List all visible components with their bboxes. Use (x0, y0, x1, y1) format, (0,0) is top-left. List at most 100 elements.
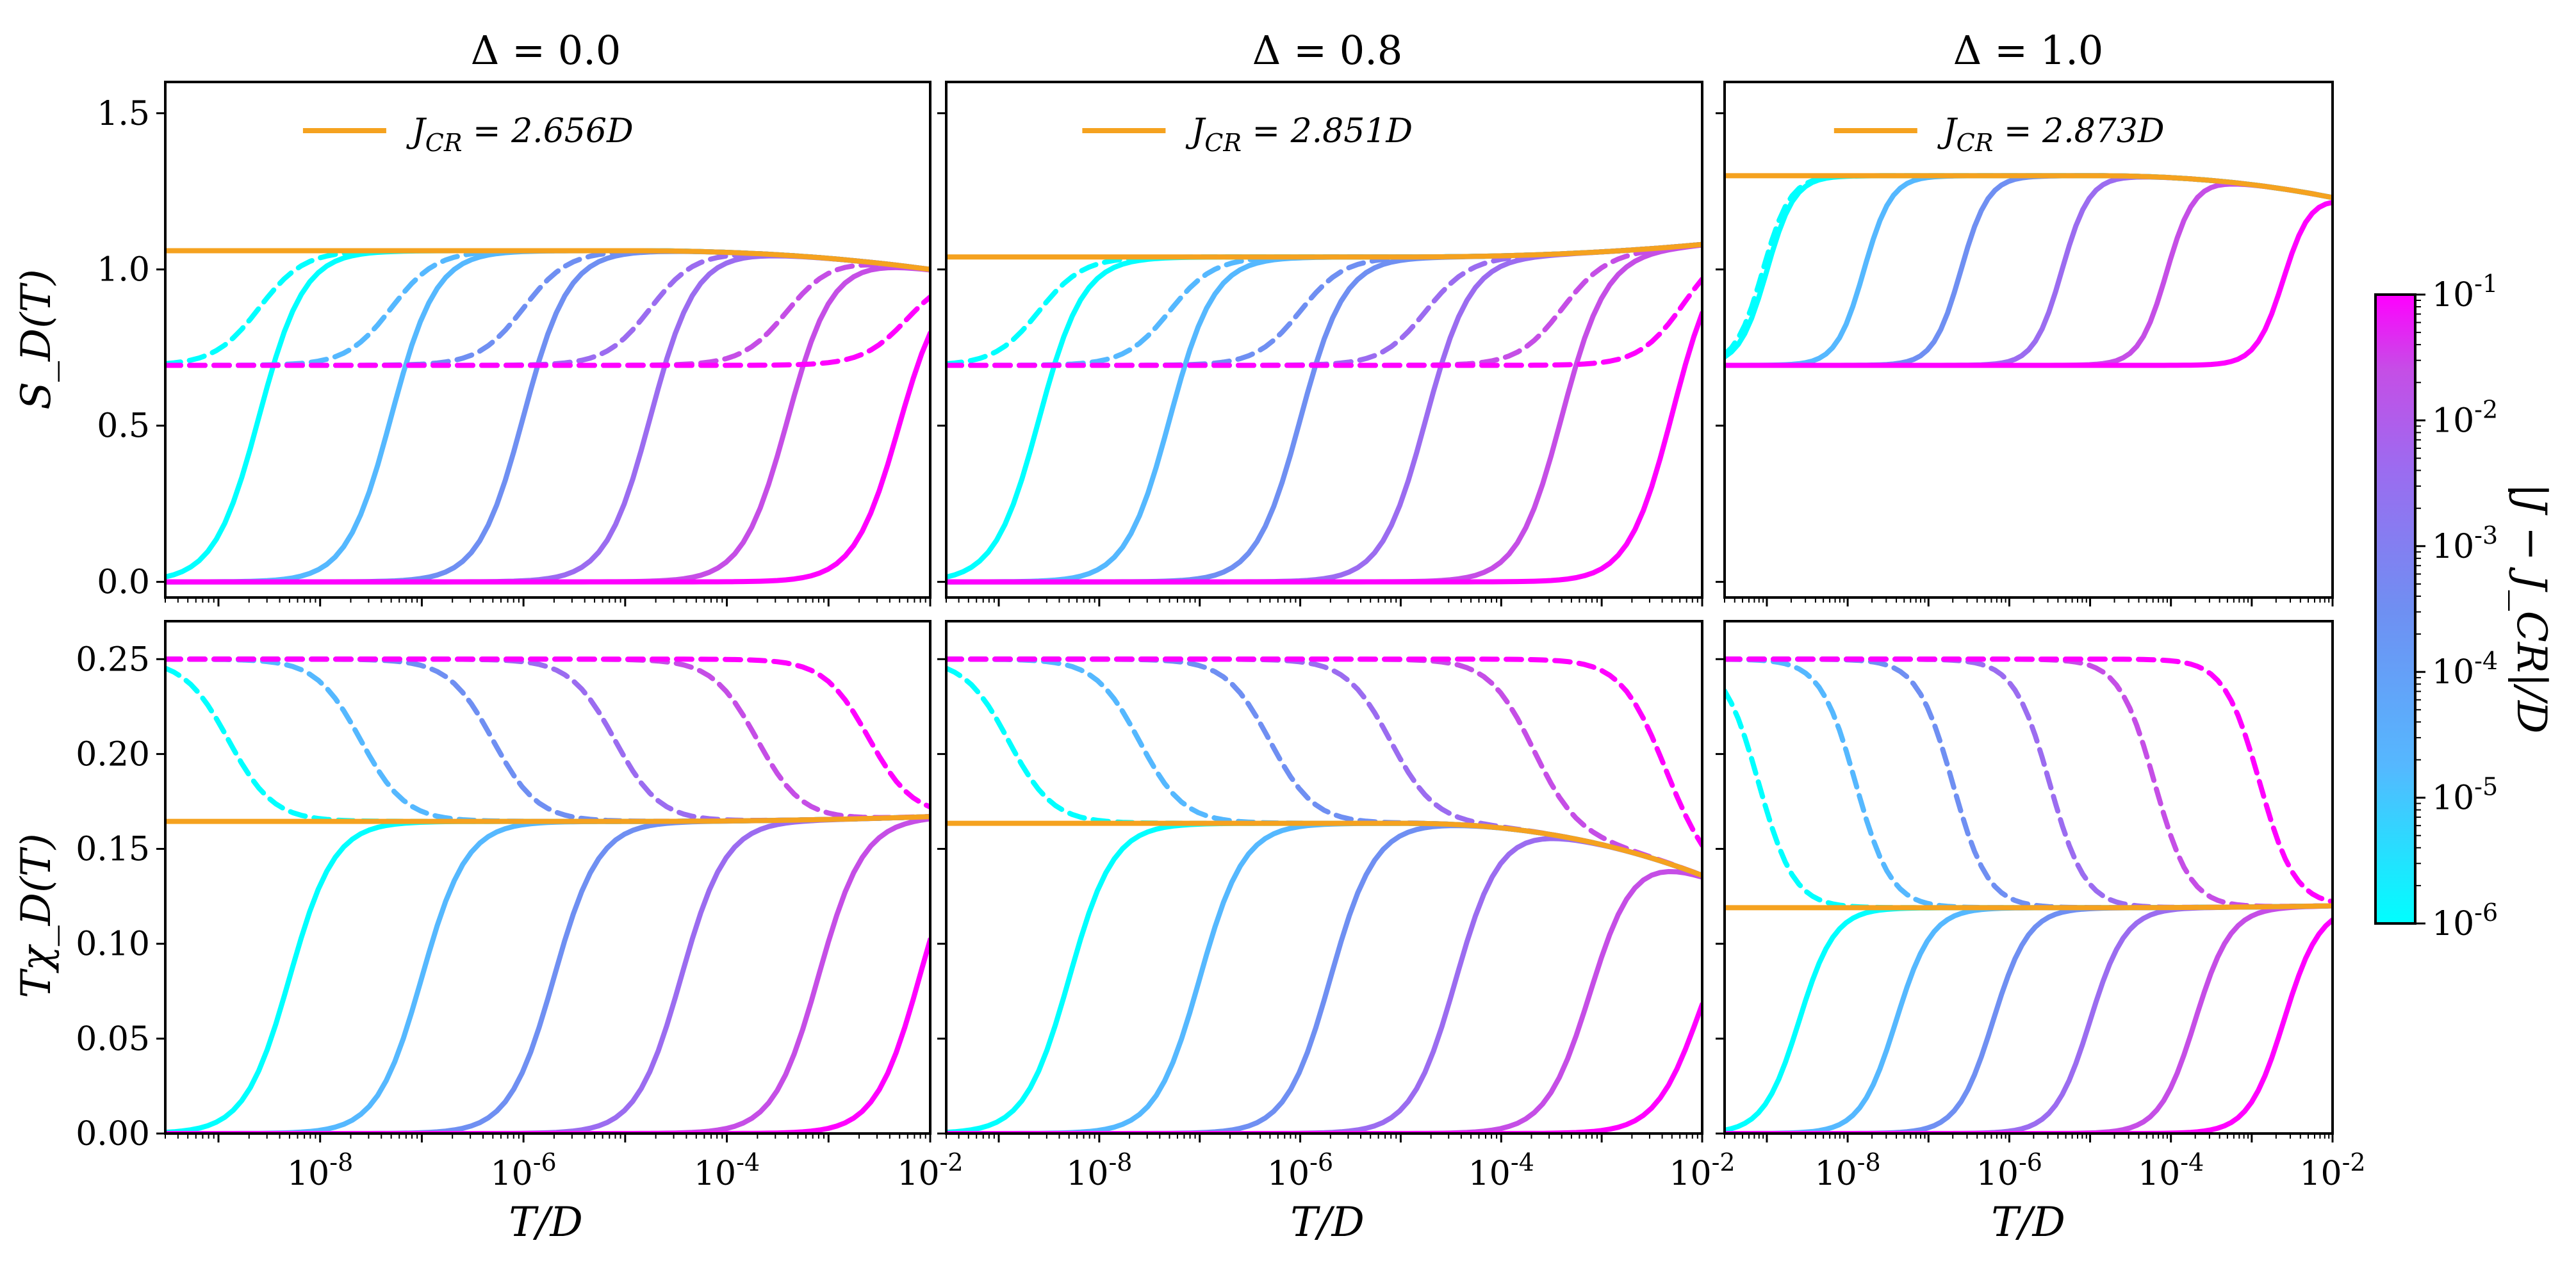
solid-curve-4 (165, 814, 930, 1134)
colorbar-tick-label: 10-5 (2432, 773, 2498, 818)
axes-frame (945, 81, 1703, 599)
y-tick-label: 1.0 (97, 251, 150, 289)
solid-curve-1 (165, 248, 930, 580)
critical-curve (165, 248, 930, 272)
y-tick-label: 1.5 (97, 95, 150, 133)
solid-curve-4 (1725, 903, 2333, 1134)
y-tick-label: 0.15 (76, 831, 150, 869)
x-tick-label: 10-8 (1815, 1148, 1881, 1193)
colorbar-tick-label: 10-2 (2432, 395, 2498, 440)
y-tick-label: 0.00 (76, 1115, 150, 1153)
solid-curve-5 (165, 264, 930, 585)
dashed-curve-5 (1725, 656, 2333, 909)
x-tick-label: 10-4 (1468, 1148, 1534, 1193)
curves (165, 248, 930, 585)
xlabel-left: T/D (509, 1199, 583, 1246)
panel-top-left: 0.0 0.5 1.0 1.5 JCR = 2.656D (97, 81, 931, 606)
dashed-curve-4 (1725, 656, 2333, 910)
colorbar-tick-label: 10-6 (2432, 898, 2498, 943)
panel-top-middle: JCR = 2.851D (937, 81, 1703, 606)
x-tick-label: 10-2 (897, 1148, 963, 1193)
solid-curve-3 (165, 814, 930, 1134)
solid-curve-3 (1725, 903, 2333, 1134)
x-tick-label: 10-6 (491, 1148, 557, 1193)
solid-curve-2 (165, 248, 930, 585)
solid-curve-6 (946, 1002, 1702, 1134)
dashed-curve-5 (165, 656, 930, 820)
title-delta-1.0: Δ = 1.0 (1953, 27, 2104, 74)
axes-frame (1723, 620, 2334, 1135)
solid-curve-2 (1725, 173, 2333, 368)
curves (165, 656, 930, 1134)
legend-label: JCR = 2.851D (1185, 112, 1413, 157)
dashed-curve-6 (165, 294, 930, 368)
solid-curve-3 (946, 241, 1702, 585)
curves (1725, 656, 2333, 1134)
dashed-curve-3 (1725, 656, 2333, 911)
x-tick-label: 10-2 (2299, 1148, 2365, 1193)
y-tick-label: 0.5 (97, 407, 150, 446)
dashed-curve-6 (165, 656, 930, 810)
curves (946, 241, 1702, 585)
x-tick-label: 10-4 (2138, 1148, 2204, 1193)
solid-curve-5 (946, 242, 1702, 585)
critical-curve (946, 241, 1702, 260)
solid-curve-3 (165, 248, 930, 585)
colorbar: 10-1 10-2 10-3 10-4 10-5 10-6 |J − J_CR|/D (2374, 270, 2555, 943)
solid-curve-2 (1725, 903, 2333, 1134)
solid-curve-6 (165, 330, 930, 585)
solid-curve-4 (1725, 174, 2333, 368)
ylabel-susceptibility: Tχ_D(T) (13, 833, 60, 998)
dashed-curve-6 (946, 276, 1702, 368)
critical-curve (946, 820, 1702, 878)
axes-frame (945, 620, 1703, 1135)
solid-curve-3 (946, 823, 1702, 1134)
dashed-curve-1 (1725, 173, 2333, 357)
solid-curve-5 (165, 816, 930, 1134)
xlabel-middle: T/D (1290, 1199, 1365, 1246)
panel-bottom-middle: 10-8 10-6 10-4 10-2 (937, 620, 1735, 1193)
solid-curve-5 (1725, 903, 2333, 1134)
dashed-curve-1 (165, 665, 930, 824)
x-tick-label: 10-6 (1976, 1148, 2042, 1193)
solid-curve-4 (946, 241, 1702, 585)
colorbar-label: |J − J_CR|/D (2507, 484, 2555, 734)
x-tick-label: 10-2 (1669, 1148, 1735, 1193)
panel-bottom-left: 10-8 10-6 10-4 10-2 0.00 0.05 0.10 0.15 0.20 0.25 (76, 620, 964, 1193)
colorbar-tick-label: 10-1 (2432, 270, 2498, 314)
solid-curve-6 (1725, 917, 2333, 1134)
dashed-curve-6 (946, 656, 1702, 848)
x-tick-label: 10-8 (1066, 1148, 1132, 1193)
ylabel-entropy: S_D(T) (13, 269, 60, 410)
x-tick-label: 10-8 (287, 1148, 353, 1193)
solid-curve-3 (1725, 173, 2333, 368)
xlabel-right: T/D (1991, 1199, 2065, 1246)
solid-curve-5 (1725, 181, 2333, 368)
y-tick-label: 0.20 (76, 735, 150, 774)
title-delta-0.8: Δ = 0.8 (1252, 27, 1403, 74)
solid-curve-2 (165, 814, 930, 1134)
dashed-curve-6 (1725, 656, 2333, 905)
critical-curve (165, 814, 930, 824)
legend-label: JCR = 2.873D (1937, 112, 2165, 157)
dashed-curve-3 (165, 656, 930, 824)
y-tick-label: 0.0 (97, 564, 150, 602)
colorbar-tick-label: 10-4 (2432, 647, 2498, 692)
colorbar-gradient (2374, 293, 2416, 925)
axes-frame (164, 620, 931, 1135)
panel-bottom-right: 10-8 10-6 10-4 10-2 (1716, 620, 2366, 1193)
solid-curve-4 (946, 836, 1702, 1134)
solid-curve-1 (946, 820, 1702, 1134)
y-tick-label: 0.10 (76, 925, 150, 964)
solid-curve-6 (946, 311, 1702, 585)
solid-curve-6 (1725, 200, 2333, 368)
axes-frame (1723, 81, 2334, 599)
solid-curve-1 (946, 241, 1702, 580)
title-delta-0: Δ = 0.0 (471, 27, 621, 74)
x-tick-label: 10-4 (694, 1148, 760, 1193)
curves (1725, 173, 2333, 368)
solid-curve-2 (946, 820, 1702, 1134)
axes-frame (164, 81, 931, 599)
critical-curve (1725, 903, 2333, 911)
